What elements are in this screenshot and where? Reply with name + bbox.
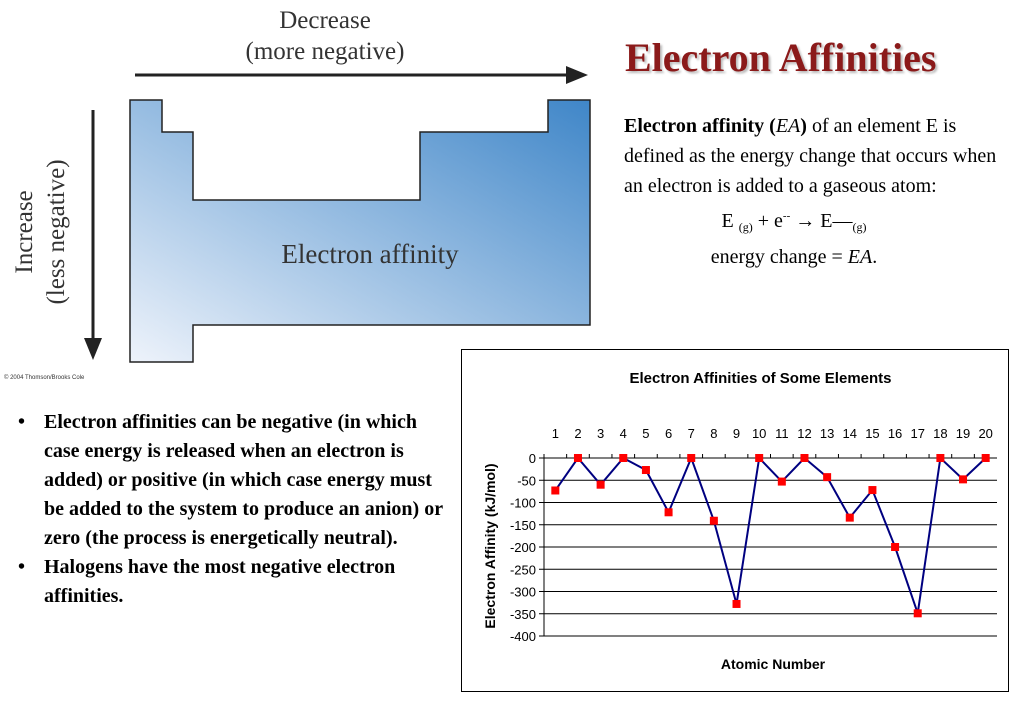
- data-point: [891, 543, 900, 551]
- bullet-list: • Electron affinities can be negative (i…: [16, 408, 448, 611]
- data-point: [823, 473, 832, 482]
- x-tick-label: 18: [933, 426, 947, 441]
- x-tick-label: 13: [820, 426, 834, 441]
- data-point: [936, 454, 945, 462]
- data-point: [709, 516, 718, 525]
- y-tick-label: 0: [529, 451, 536, 466]
- electron-affinity-chart: Electron Affinities of Some Elements 0 -50…: [461, 349, 1009, 692]
- x-tick-label: 15: [865, 426, 879, 441]
- x-tick-label: 5: [642, 426, 649, 441]
- y-tick-label: -250: [510, 562, 536, 577]
- data-point: [619, 454, 628, 462]
- increase-label: Increase: [11, 190, 38, 273]
- x-tick-label: 3: [597, 426, 604, 441]
- data-point: [800, 454, 809, 462]
- y-tick-label: -400: [510, 629, 536, 644]
- data-point: [551, 486, 560, 495]
- slide-title: Electron Affinities: [625, 35, 937, 80]
- bullet-symbol: •: [18, 556, 26, 578]
- data-point: [981, 454, 990, 462]
- data-point: [664, 508, 673, 517]
- data-point: [573, 454, 582, 462]
- y-tick-label: -100: [510, 496, 536, 511]
- series-line: [554, 455, 987, 614]
- y-tick-label: -300: [510, 585, 536, 600]
- figure-copyright: © 2004 Thomson/Brooks Cole: [4, 375, 85, 381]
- bullet-text: Electron affinities can be negative (in …: [44, 411, 443, 549]
- x-tick-label: 20: [978, 426, 992, 441]
- list-item: • Electron affinities can be negative (i…: [16, 408, 448, 553]
- data-point: [845, 513, 854, 522]
- x-tick-label: 10: [752, 426, 766, 441]
- definition-block: Electron affinity (EA) of an element E i…: [624, 111, 1004, 272]
- data-point: [959, 475, 968, 484]
- periodic-table-shape: [129, 99, 591, 363]
- y-tick-label: -350: [510, 607, 536, 622]
- definition-text: of an element E is defined as the energy…: [624, 115, 997, 197]
- data-point: [755, 454, 764, 462]
- x-tick-label: 19: [956, 426, 970, 441]
- chart-title: Electron Affinities of Some Elements: [630, 370, 892, 387]
- data-point: [868, 486, 877, 495]
- bullet-text: Halogens have the most negative electron…: [44, 556, 396, 607]
- decrease-arrow-head: [566, 66, 588, 84]
- x-tick-label: 4: [620, 426, 627, 441]
- data-point: [777, 477, 786, 486]
- definition-paragraph: Electron affinity (EA) of an element E i…: [624, 111, 1004, 201]
- data-point: [913, 609, 922, 618]
- chart-svg: Electron Affinities of Some Elements 0 -50…: [482, 370, 997, 672]
- x-tick-label: 8: [710, 426, 717, 441]
- x-tick-label: 2: [574, 426, 581, 441]
- decrease-label: Decrease: [279, 7, 371, 34]
- x-tick-label: 17: [910, 426, 924, 441]
- x-tick-label: 7: [688, 426, 695, 441]
- data-point: [732, 599, 741, 608]
- energy-change-line: energy change = EA.: [710, 246, 878, 268]
- x-axis-label: Atomic Number: [721, 656, 826, 672]
- x-tick-label: 16: [888, 426, 902, 441]
- x-tick-label: 9: [733, 426, 740, 441]
- increase-sublabel: (less negative): [43, 159, 70, 304]
- y-tick-label: -200: [510, 540, 536, 555]
- x-tick-label: 12: [797, 426, 811, 441]
- y-tick-label: -150: [510, 518, 536, 533]
- list-item: • Halogens have the most negative electr…: [16, 553, 448, 611]
- definition-term: Electron affinity (EA): [624, 115, 807, 137]
- data-point: [687, 454, 696, 462]
- y-tick-label: -50: [517, 473, 536, 488]
- y-axis-label: Electron Affinity (kJ/mol): [482, 463, 498, 628]
- data-point: [641, 466, 650, 475]
- bullet-symbol: •: [18, 411, 26, 433]
- x-tick-label: 11: [775, 426, 789, 441]
- x-tick-label: 14: [843, 426, 857, 441]
- reaction-equation: E (g) + e-- → E—(g): [721, 210, 867, 234]
- decrease-sublabel: (more negative): [246, 38, 405, 65]
- x-tick-label: 6: [665, 426, 672, 441]
- data-point: [596, 480, 605, 489]
- figure-center-label: Electron affinity: [281, 239, 459, 269]
- electron-affinity-trend-figure: Electron affinity Decrease (more negativ…: [11, 7, 591, 363]
- increase-arrow-head: [84, 338, 102, 360]
- x-tick-label: 1: [552, 426, 559, 441]
